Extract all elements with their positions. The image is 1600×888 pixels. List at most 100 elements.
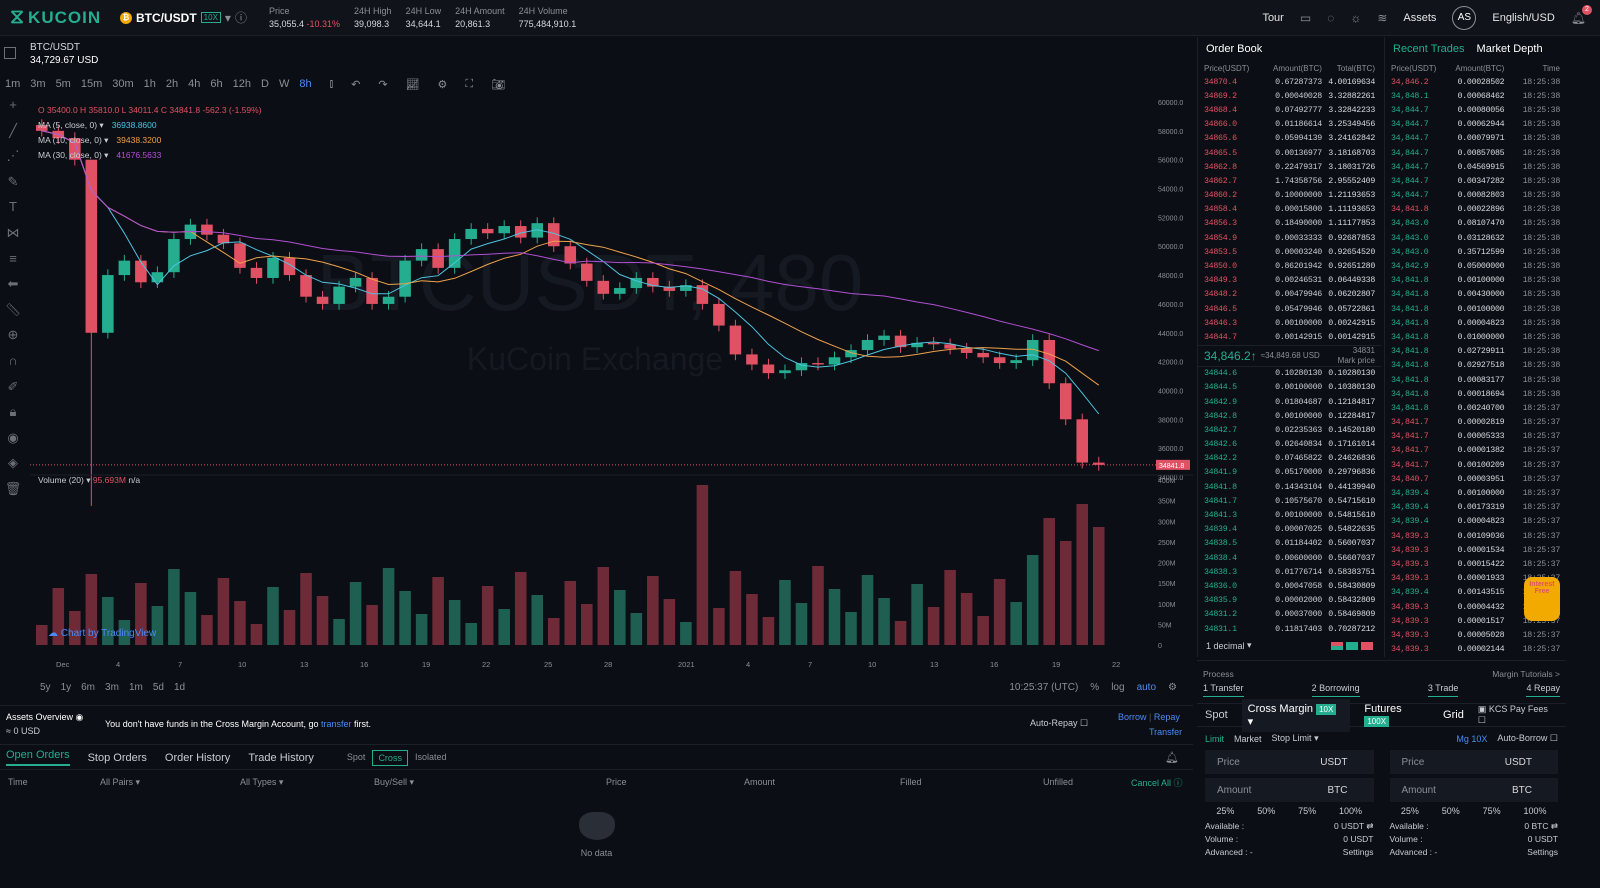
ruler-icon[interactable]: 📏︎ (4, 301, 22, 317)
step-3[interactable]: 3 Trade (1427, 683, 1459, 697)
asks-row[interactable]: 34849.3 0.00246531 0.06449338 (1198, 274, 1381, 288)
zoom-icon[interactable]: ⊕ (7, 327, 19, 343)
magnet-icon[interactable]: ∩ (8, 352, 18, 368)
buy-advanced[interactable]: Advanced : - (1205, 847, 1253, 857)
bids-row[interactable]: 34842.2 0.07465822 0.24626836 (1198, 452, 1381, 466)
asks-row[interactable]: 34846.3 0.00100000 0.00242915 (1198, 316, 1381, 330)
asks-row[interactable]: 34865.6 0.05994139 3.24162842 (1198, 132, 1381, 146)
sell-advanced[interactable]: Advanced : - (1389, 847, 1438, 857)
range-1y[interactable]: 1y (60, 682, 72, 693)
step-4[interactable]: 4 Repay (1526, 683, 1560, 697)
screenshot-icon[interactable]: 📷︎ (491, 78, 506, 91)
view-both-icon[interactable] (1331, 641, 1343, 650)
buy-pct-75[interactable]: 75% (1298, 806, 1317, 816)
filter-cross[interactable]: Cross (372, 749, 408, 766)
view-bids-icon[interactable] (1346, 641, 1358, 650)
bids-row[interactable]: 34844.5 0.00100000 0.10380130 (1198, 381, 1381, 395)
settings-gear-icon[interactable]: ⚙ (1168, 682, 1177, 693)
tab-recent-trades[interactable]: Recent Trades (1393, 43, 1465, 55)
sell-pct-25[interactable]: 25% (1400, 806, 1419, 816)
calculator-icon[interactable]: ▣ (1477, 704, 1487, 714)
step-2[interactable]: 2 Borrowing (1311, 683, 1360, 697)
tab-market-depth[interactable]: Market Depth (1476, 43, 1543, 55)
auto-borrow-checkbox[interactable]: ☐ (1549, 733, 1558, 743)
borrow-link[interactable]: Borrow (1118, 712, 1147, 722)
asks-row[interactable]: 34868.4 0.07492777 3.32842233 (1198, 103, 1381, 117)
all-types-filter[interactable]: All Types ▾ (240, 776, 284, 787)
all-pairs-filter[interactable]: All Pairs ▾ (100, 776, 141, 787)
asks-row[interactable]: 34848.2 0.00479946 0.06202807 (1198, 288, 1381, 302)
bids-row[interactable]: 34842.8 0.00100000 0.12284817 (1198, 409, 1381, 423)
asks-row[interactable]: 34856.3 0.18490000 1.11177853 (1198, 217, 1381, 231)
range-1d[interactable]: 1d (173, 682, 186, 693)
interest-free-promo[interactable]: Interest Free (1524, 577, 1560, 621)
order-type-market[interactable]: Market (1234, 733, 1262, 744)
bids-row[interactable]: 34838.5 0.01184402 0.56007037 (1198, 537, 1381, 551)
bids-row[interactable]: 34838.3 0.01776714 0.58383751 (1198, 565, 1381, 579)
sell-available[interactable]: 0 BTC ⇄ (1524, 821, 1558, 831)
step-1[interactable]: 1 Transfer (1203, 683, 1244, 697)
timeframe-2h[interactable]: 2h (165, 78, 179, 90)
timeframe-6h[interactable]: 6h (210, 78, 223, 90)
range-3m[interactable]: 3m (105, 682, 119, 693)
tour-link[interactable]: Tour (1262, 11, 1284, 24)
asks-row[interactable]: 34870.4 0.67287373 4.00169634 (1198, 75, 1381, 89)
pattern-icon[interactable]: ⋈ (6, 224, 20, 240)
bids-row[interactable]: 34841.9 0.05170000 0.29796836 (1198, 466, 1381, 480)
bids-row[interactable]: 34844.6 0.10280130 0.10280130 (1198, 367, 1381, 381)
bell-icon[interactable]: 🔔︎ 2 (1571, 4, 1592, 25)
bids-row[interactable]: 34842.7 0.02235363 0.14520180 (1198, 423, 1381, 437)
tab-stop-orders[interactable]: Stop Orders (87, 751, 147, 764)
filter-isolated[interactable]: Isolated (414, 751, 447, 762)
asks-row[interactable]: 34853.5 0.00003240 0.92654520 (1198, 245, 1381, 259)
range-1m[interactable]: 1m (128, 682, 143, 693)
asks-row[interactable]: 34860.2 0.10000000 1.21193653 (1198, 189, 1381, 203)
timeframe-8h[interactable]: 8h (299, 78, 312, 90)
bids-row[interactable]: 34831.1 0.11817403 0.70287212 (1198, 622, 1381, 636)
filter-spot[interactable]: Spot (346, 751, 366, 762)
percent-toggle[interactable]: % (1090, 682, 1100, 693)
buy-amount-input[interactable]: Amount BTC (1205, 778, 1374, 802)
timeframe-1m[interactable]: 1m (5, 78, 21, 90)
crosshair-icon[interactable]: + (9, 97, 17, 112)
lock-icon[interactable]: 🔒︎ (9, 404, 17, 420)
tab-open-orders[interactable]: Open Orders (6, 749, 70, 766)
cancel-all-button[interactable]: Cancel All ⓘ (1131, 777, 1183, 788)
decimal-selector[interactable]: 1 decimal ▾ (1198, 636, 1381, 655)
logo[interactable]: ⧖ KUCOIN (10, 6, 110, 29)
transfer-button[interactable]: Transfer (1149, 727, 1183, 737)
margin-leverage-link[interactable]: Mg 10X (1456, 733, 1488, 744)
bids-row[interactable]: 34836.0 0.00047058 0.58430809 (1198, 579, 1381, 593)
arrow-icon[interactable]: ⬅ (7, 276, 19, 292)
price-chart[interactable]: BTCUSDT, 480 KuCoin Exchange 60000.0 58000.… (30, 95, 1193, 680)
measure-icon[interactable]: ≡ (9, 250, 17, 266)
asks-row[interactable]: 34844.7 0.00142915 0.00142915 (1198, 330, 1381, 344)
margin-tutorials-link[interactable]: Margin Tutorials > (1492, 669, 1560, 679)
eye-icon[interactable]: ◉ (75, 712, 84, 722)
bids-row[interactable]: 34842.9 0.01804687 0.12184817 (1198, 395, 1381, 409)
buy-pct-100[interactable]: 100% (1339, 806, 1363, 816)
order-type-stop-limit[interactable]: Stop Limit (1271, 733, 1312, 743)
avatar[interactable]: AS (1452, 5, 1477, 30)
chat-icon[interactable]: ◌ (1327, 10, 1335, 25)
buy-pct-25[interactable]: 25% (1216, 806, 1235, 816)
trendline-icon[interactable]: ╱ (9, 122, 17, 138)
fib-icon[interactable]: ⋰ (6, 148, 20, 164)
tab-cross-margin[interactable]: Cross Margin (1247, 702, 1314, 715)
wallet-icon[interactable]: ▭ (1299, 10, 1312, 25)
asks-row[interactable]: 34865.5 0.00136977 3.18168703 (1198, 146, 1381, 160)
asks-row[interactable]: 34866.0 0.01186614 3.25349456 (1198, 118, 1381, 132)
buy-available[interactable]: 0 USDT ⇄ (1333, 821, 1374, 831)
kcs-pay-fees-checkbox[interactable]: ☐ (1477, 715, 1486, 725)
tab-futures[interactable]: Futures (1364, 703, 1402, 715)
tab-spot[interactable]: Spot (1205, 709, 1228, 721)
timeframe-5m[interactable]: 5m (55, 78, 71, 90)
timeframe-D[interactable]: D (261, 78, 269, 90)
sell-price-input[interactable]: Price USDT (1389, 750, 1558, 774)
trash-icon[interactable]: 🗑︎ (4, 480, 22, 496)
assets-link[interactable]: Assets (1403, 11, 1437, 24)
asks-row[interactable]: 34862.8 0.22479317 3.18031726 (1198, 160, 1381, 174)
asks-row[interactable]: 34869.2 0.00040028 3.32882261 (1198, 89, 1381, 103)
sell-pct-100[interactable]: 100% (1523, 806, 1547, 816)
redo-icon[interactable]: ↷ (378, 78, 388, 91)
